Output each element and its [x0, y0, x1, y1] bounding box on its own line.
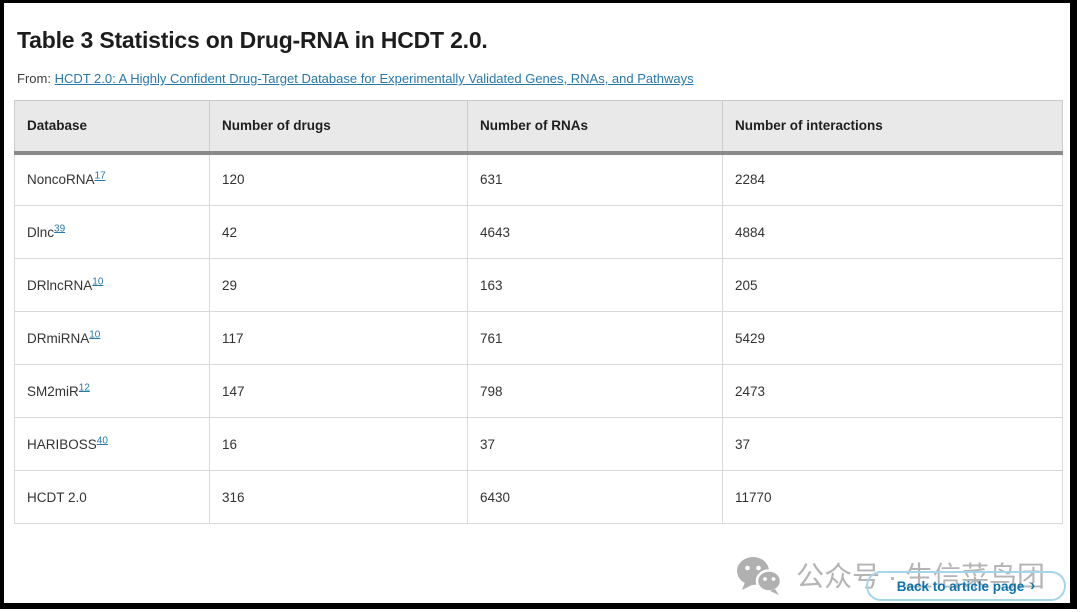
back-to-article-button[interactable]: Back to article page ›: [866, 571, 1066, 601]
drugs-count: 117: [209, 311, 468, 365]
reference-link[interactable]: 39: [54, 223, 66, 234]
database-name: HCDT 2.0: [27, 489, 87, 505]
table-row: DRlncRNA10 29 163 205: [14, 258, 1063, 312]
rnas-count: 37: [467, 417, 723, 471]
column-header-interactions: Number of interactions: [722, 100, 1063, 155]
table-row: HCDT 2.0 316 6430 11770: [14, 470, 1063, 524]
table-row: NoncoRNA17 120 631 2284: [14, 152, 1063, 206]
drugs-count: 29: [209, 258, 468, 312]
watermark-text: 公众号 · 生信菜鸟团: [796, 561, 1045, 592]
page-title: Table 3 Statistics on Drug-RNA in HCDT 2…: [17, 27, 488, 53]
interactions-count: 2473: [722, 364, 1063, 418]
drugs-count: 316: [209, 470, 468, 524]
reference-link[interactable]: 10: [92, 276, 104, 287]
table-row: Dlnc39 42 4643 4884: [14, 205, 1063, 259]
rnas-count: 163: [467, 258, 723, 312]
back-button-label: Back to article page: [896, 578, 1025, 594]
database-name: NoncoRNA: [27, 172, 95, 188]
rnas-count: 631: [467, 152, 723, 206]
source-line: From: HCDT 2.0: A Highly Confident Drug-…: [17, 71, 1070, 86]
database-name: DRmiRNA: [27, 330, 90, 346]
watermark: 公众号 · 生信菜鸟团: [736, 555, 1045, 595]
drugs-count: 42: [209, 205, 468, 259]
reference-link[interactable]: 12: [78, 382, 90, 393]
rnas-count: 4643: [467, 205, 723, 259]
reference-link[interactable]: 17: [94, 170, 106, 182]
database-name: SM2miR: [27, 383, 79, 399]
column-header-rnas: Number of RNAs: [467, 100, 723, 155]
interactions-count: 5429: [722, 311, 1063, 365]
rnas-count: 6430: [467, 470, 723, 524]
database-name: Dlnc: [27, 224, 55, 240]
table-row: HARIBOSS40 16 37 37: [14, 417, 1063, 471]
database-name: HARIBOSS: [27, 436, 97, 452]
statistics-table: Database Number of drugs Number of RNAs …: [14, 100, 1063, 524]
reference-link[interactable]: 10: [89, 329, 101, 340]
table-row: DRmiRNA10 117 761 5429: [14, 311, 1063, 365]
table-row: SM2miR12 147 798 2473: [14, 364, 1063, 418]
interactions-count: 4884: [722, 205, 1063, 259]
source-article-link[interactable]: HCDT 2.0: A Highly Confident Drug-Target…: [54, 71, 694, 86]
from-label: From:: [17, 71, 51, 86]
interactions-count: 205: [722, 258, 1063, 312]
table-header: Database Number of drugs Number of RNAs …: [14, 100, 1063, 155]
table-body: NoncoRNA17 120 631 2284 Dlnc39 42 4643 4…: [14, 152, 1063, 524]
drugs-count: 147: [209, 364, 468, 418]
interactions-count: 2284: [722, 152, 1063, 206]
database-name: DRlncRNA: [27, 277, 93, 293]
chevron-right-icon: ›: [1030, 577, 1036, 594]
drugs-count: 16: [209, 417, 468, 471]
drugs-count: 120: [209, 152, 468, 206]
rnas-count: 761: [467, 311, 723, 365]
rnas-count: 798: [467, 364, 723, 418]
interactions-count: 11770: [722, 470, 1063, 524]
reference-link[interactable]: 40: [96, 435, 108, 446]
interactions-count: 37: [722, 417, 1063, 471]
column-header-database: Database: [14, 100, 210, 155]
wechat-icon: [737, 557, 783, 595]
column-header-drugs: Number of drugs: [209, 100, 468, 155]
